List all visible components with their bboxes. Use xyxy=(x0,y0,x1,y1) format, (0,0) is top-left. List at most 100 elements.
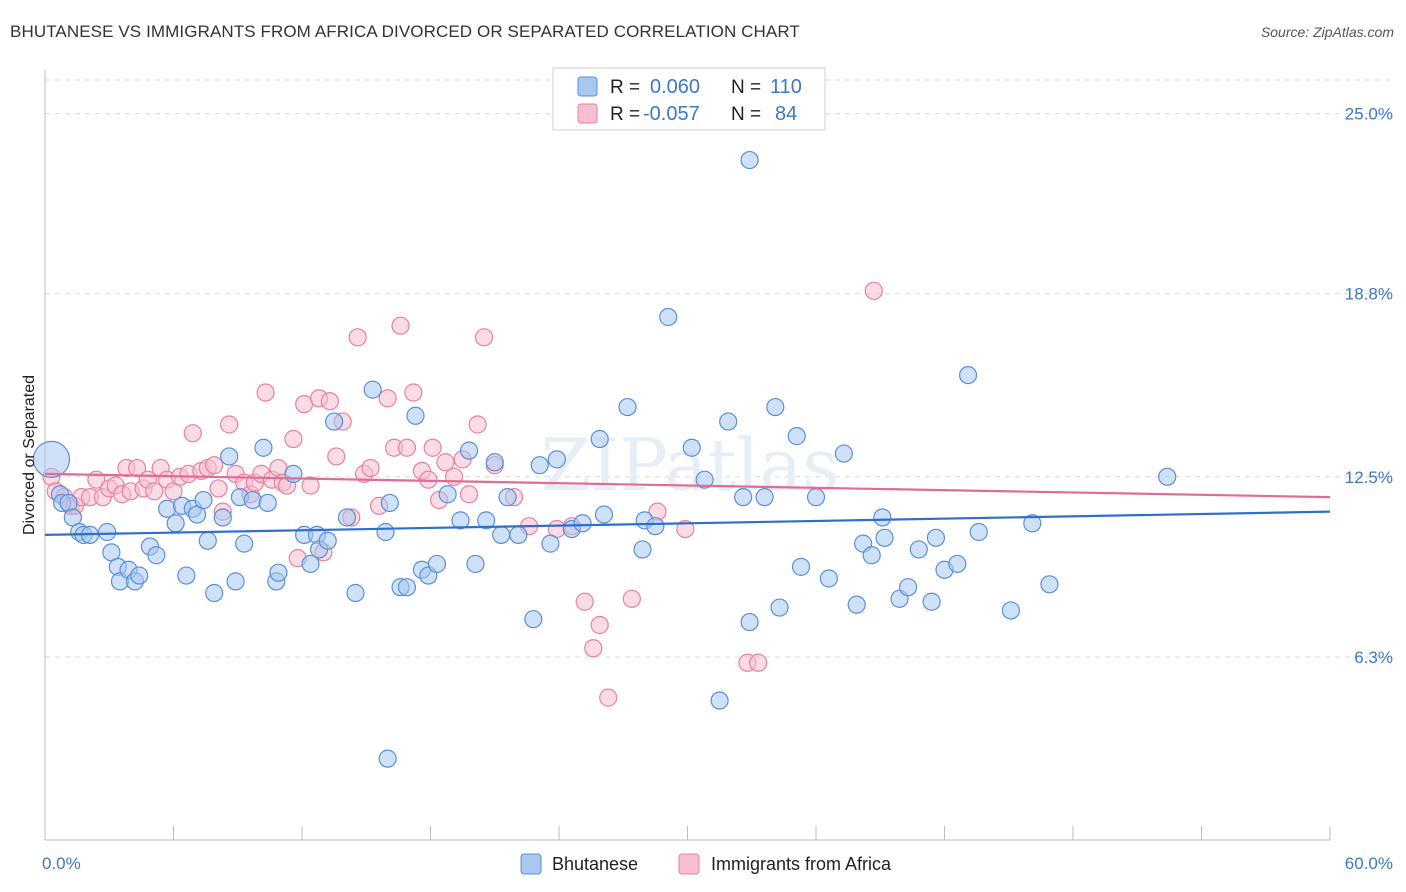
bhutanese-point-86 xyxy=(787,427,806,446)
bhutanese-point-47 xyxy=(380,493,399,513)
bhutanese-point-38 xyxy=(301,554,320,574)
bhutanese-point-41 xyxy=(318,531,337,550)
x-tick-label-1: 60.0% xyxy=(1345,854,1393,873)
bhutanese-point-0 xyxy=(32,440,71,478)
legend-r-value-1: 0.060 xyxy=(650,76,700,98)
bhutanese-point-55 xyxy=(451,511,470,530)
bhutanese-point-36 xyxy=(284,464,303,483)
legend-n-label-1: N = xyxy=(731,77,761,98)
bhutanese-point-30 xyxy=(235,534,254,553)
bhutanese-point-23 xyxy=(194,490,213,510)
bhutanese-point-33 xyxy=(258,493,277,513)
bhutanese-point-16 xyxy=(147,546,166,565)
bhutanese-point-85 xyxy=(770,598,789,617)
bhutanese-point-57 xyxy=(466,554,485,574)
bhutanese-point-54 xyxy=(438,485,457,504)
bhutanese-point-64 xyxy=(530,456,549,475)
bhutanese-point-32 xyxy=(254,438,273,457)
africa-point-67 xyxy=(468,415,487,434)
bottom-legend-label-2: Immigrants from Africa xyxy=(711,854,892,874)
bhutanese-point-107 xyxy=(1040,575,1059,594)
stats-legend-box xyxy=(552,67,826,131)
trend-lines xyxy=(44,472,1331,537)
source-label: Source: ZipAtlas.com xyxy=(1260,24,1394,40)
bhutanese-point-91 xyxy=(847,595,866,614)
africa-point-23 xyxy=(183,424,202,443)
africa-point-68 xyxy=(474,328,494,347)
bhutanese-point-98 xyxy=(909,540,928,559)
y-tick-label-2: 18.8% xyxy=(1345,285,1393,304)
africa-point-80 xyxy=(676,519,695,539)
africa-point-57 xyxy=(397,438,417,457)
bhutanese-point-68 xyxy=(573,514,592,533)
legend-r-label-2: R = xyxy=(610,104,640,125)
bhutanese-point-90 xyxy=(834,444,853,463)
bhutanese-point-63 xyxy=(524,610,543,629)
bottom-legend-swatch-blue xyxy=(520,853,542,875)
africa-point-76 xyxy=(590,615,609,635)
bhutanese-point-80 xyxy=(734,488,753,507)
africa-point-27 xyxy=(209,479,228,498)
y-tick-labels: 6.3% 12.5% 18.8% 25.0% xyxy=(1345,105,1393,667)
bhutanese-point-81 xyxy=(740,150,759,170)
africa-point-63 xyxy=(436,453,455,472)
bhutanese-point-87 xyxy=(791,557,811,576)
africa-point-82 xyxy=(749,653,768,672)
africa-point-40 xyxy=(284,429,303,449)
bhutanese-point-104 xyxy=(969,522,988,542)
bhutanese-point-56 xyxy=(459,441,479,460)
legend-swatch-pink xyxy=(577,103,598,124)
africa-point-83 xyxy=(864,281,883,300)
africa-point-75 xyxy=(584,639,603,658)
bottom-legend-swatch-pink xyxy=(678,853,700,875)
africa-point-64 xyxy=(444,467,464,486)
bottom-legend-label-1: Bhutanese xyxy=(552,854,638,874)
bhutanese-point-109 xyxy=(378,749,397,768)
africa-point-35 xyxy=(256,383,275,402)
bhutanese-point-74 xyxy=(646,517,665,536)
africa-point-56 xyxy=(391,316,410,335)
bhutanese-point-28 xyxy=(226,572,245,591)
bhutanese-point-24 xyxy=(198,531,217,550)
blue-series-points xyxy=(32,150,1177,768)
pink-trend-line xyxy=(44,472,1331,499)
bhutanese-point-76 xyxy=(682,438,701,457)
bhutanese-point-60 xyxy=(492,525,511,545)
bhutanese-point-100 xyxy=(926,528,946,547)
bhutanese-point-70 xyxy=(594,505,614,524)
africa-point-52 xyxy=(361,458,380,478)
bhutanese-point-31 xyxy=(243,490,262,510)
x-tick-label-0: 0.0% xyxy=(42,854,81,873)
bhutanese-point-77 xyxy=(695,470,714,489)
bhutanese-point-42 xyxy=(325,412,344,431)
bhutanese-point-50 xyxy=(406,406,425,425)
bhutanese-point-43 xyxy=(337,508,357,527)
bhutanese-point-26 xyxy=(213,508,232,527)
bhutanese-point-46 xyxy=(376,522,395,542)
stats-legend: R = 0.060 N = 110 R = -0.057 N = 84 xyxy=(552,67,826,131)
africa-point-17 xyxy=(145,482,164,501)
africa-point-47 xyxy=(327,447,346,466)
bhutanese-point-83 xyxy=(755,488,774,507)
bhutanese-point-88 xyxy=(806,488,826,507)
bhutanese-point-8 xyxy=(98,522,117,542)
bhutanese-point-18 xyxy=(166,514,185,533)
africa-point-58 xyxy=(404,383,423,402)
bhutanese-point-53 xyxy=(427,554,447,574)
bhutanese-point-25 xyxy=(205,583,224,603)
bhutanese-point-20 xyxy=(177,566,196,585)
legend-n-value-1: 110 xyxy=(770,76,802,98)
africa-point-26 xyxy=(205,456,224,475)
bhutanese-point-45 xyxy=(363,380,382,399)
grid-lines xyxy=(45,79,1390,658)
bhutanese-point-79 xyxy=(719,412,738,431)
africa-point-46 xyxy=(320,392,339,411)
africa-point-43 xyxy=(301,476,320,495)
y-tick-label-0: 6.3% xyxy=(1354,648,1393,667)
legend-n-label-2: N = xyxy=(731,104,761,125)
legend-r-label-1: R = xyxy=(610,77,640,98)
bhutanese-point-49 xyxy=(397,578,417,597)
bhutanese-point-106 xyxy=(1023,514,1042,533)
bhutanese-point-93 xyxy=(862,546,881,565)
